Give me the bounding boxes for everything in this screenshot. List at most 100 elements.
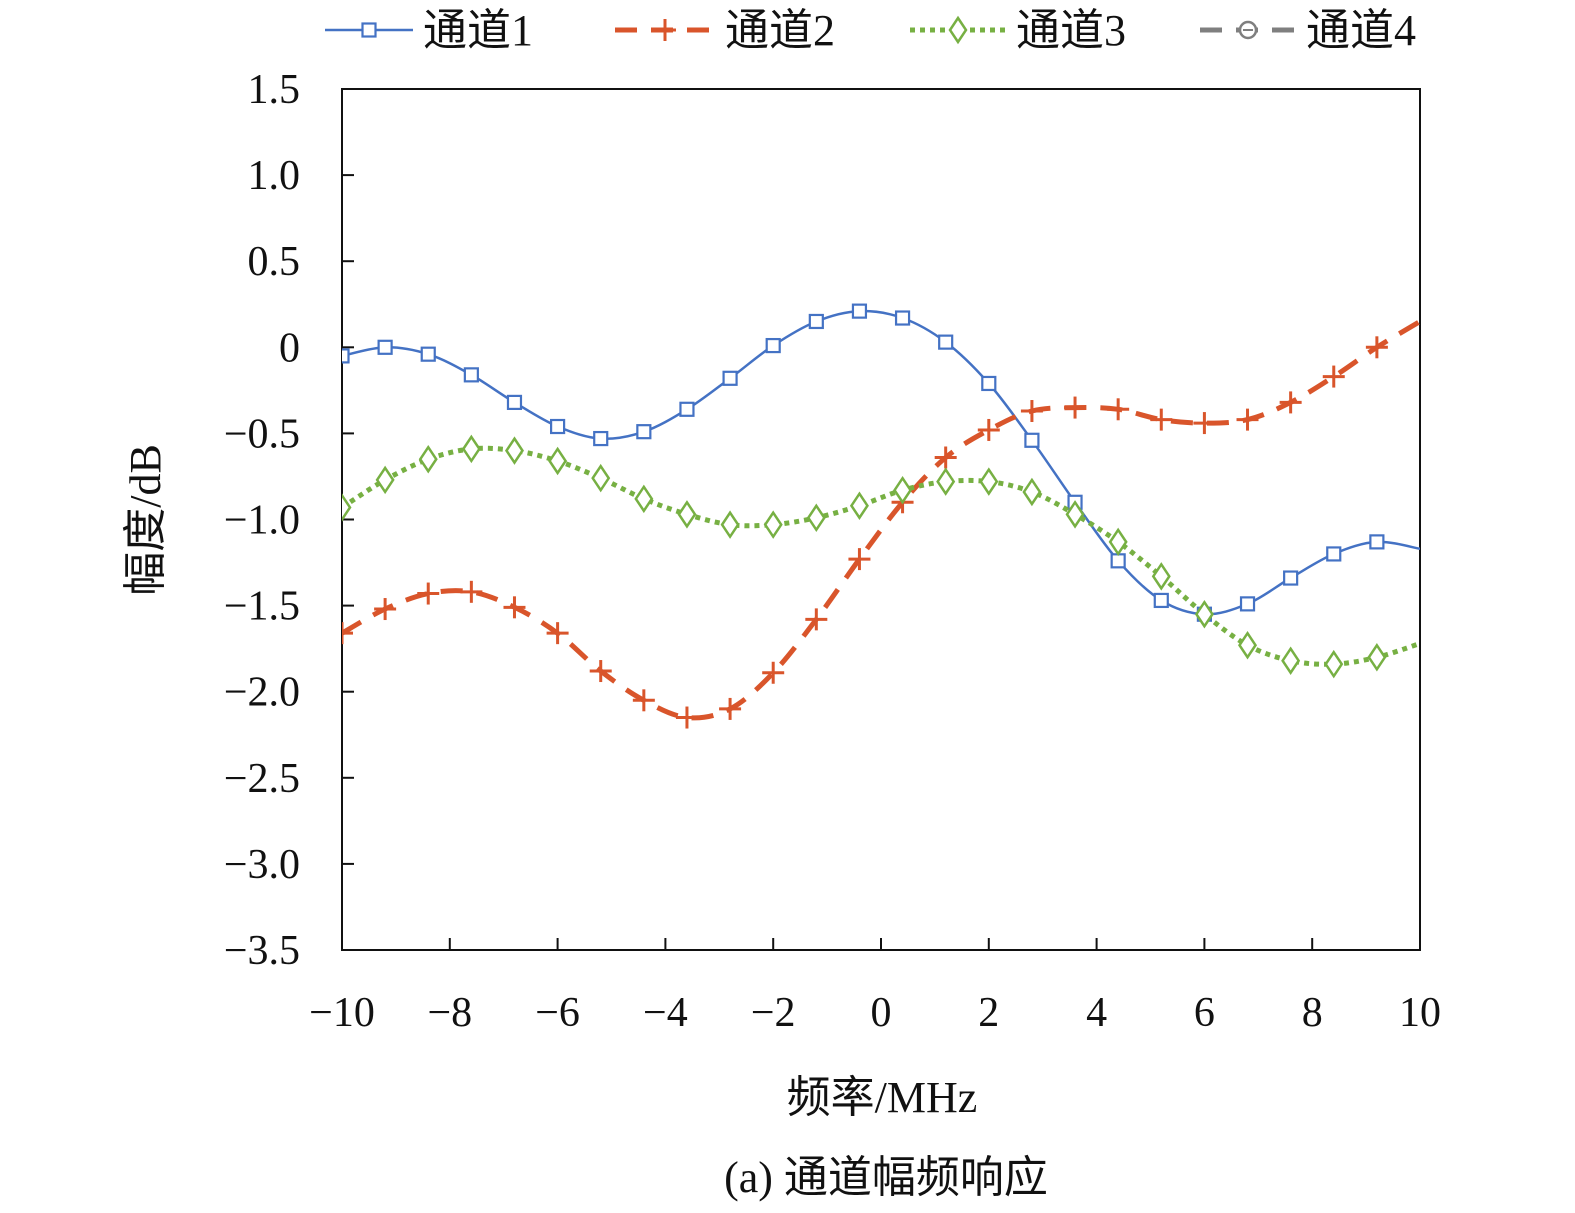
data-point [463,367,479,383]
y-axis-title: 幅度/dB [121,444,170,596]
data-point [1326,546,1342,562]
data-point [934,446,957,469]
legend-label: 通道3 [1016,6,1126,55]
data-point [374,598,397,621]
legend-label: 通道1 [423,6,533,55]
data-point [634,484,654,514]
data-point [1022,477,1042,507]
data-point [1365,336,1388,359]
data-point [1020,400,1043,423]
y-tick-label: 0 [279,325,300,371]
data-point [851,303,868,319]
series-line-2 [342,319,1420,721]
data-point [546,622,569,645]
x-tick-label: −4 [643,990,688,1036]
x-tick-label: −10 [309,990,375,1036]
data-point [936,467,956,496]
data-point [981,375,997,392]
series-layer [342,303,1420,729]
data-point [677,500,697,529]
x-tick-label: 10 [1399,990,1441,1036]
data-point [1108,527,1128,557]
data-point [977,418,1000,441]
y-axis: 1.5 1.0 0.5 0 −0.5 −1.0 −1.5 −2.0 −2.5 −3.0 −3.5 [224,67,354,974]
data-point [720,510,740,539]
data-point [1065,500,1085,529]
data-point [1153,592,1169,609]
data-point [1281,646,1301,675]
data-point [893,475,913,505]
legend-marker [1238,20,1258,40]
legend-item-2: 通道2 [615,6,835,55]
data-point [375,465,395,495]
x-tick-label: 0 [871,990,892,1036]
data-point [548,446,568,476]
data-point [1322,365,1345,388]
data-point [1236,408,1259,431]
data-point [593,430,609,447]
legend-item-1: 通道1 [325,6,533,55]
series-2 [342,319,1420,729]
data-point [762,661,785,684]
legend: 通道1 通道2 通道3 通道4 [325,6,1416,55]
y-tick-label: −0.5 [224,411,300,457]
data-point [636,424,652,440]
data-point [1238,630,1258,660]
data-point [938,334,954,350]
data-point [1024,432,1040,448]
data-point [1239,596,1256,612]
data-point [417,582,440,605]
data-point [342,493,352,522]
data-point [461,434,481,464]
data-point [1107,398,1130,421]
data-point [1279,391,1302,414]
data-point [342,348,350,364]
data-point [420,346,436,362]
data-point [1369,534,1385,550]
x-tick-label: 2 [978,990,999,1036]
legend-label: 通道4 [1306,6,1416,55]
data-point [1324,649,1344,679]
legend-marker [654,19,676,41]
legend-marker [361,22,377,38]
series-3 [342,434,1420,679]
plot-frame [341,88,1421,951]
series-line-1 [342,309,1420,616]
y-tick-label: 1.5 [248,67,301,113]
x-tick-label: −6 [535,990,580,1036]
data-point [342,622,353,645]
y-tick-label: −2.5 [224,756,300,802]
legend-item-4: 通道4 [1200,6,1416,55]
data-point [632,689,655,712]
y-tick-label: −1.0 [224,498,300,544]
data-point [849,491,869,520]
y-tick-label: −3.5 [224,928,300,974]
data-point [591,463,611,493]
data-point [1064,396,1087,419]
data-point [719,697,742,720]
data-point [1150,408,1173,431]
series-line-3 [342,445,1420,667]
data-point [1194,599,1214,629]
data-point [549,418,566,435]
data-point [722,370,738,386]
data-point [1367,643,1387,672]
data-point [1151,562,1171,591]
legend-marker [948,15,968,45]
data-point [808,313,824,330]
y-tick-label: 0.5 [248,239,301,285]
data-point [1193,412,1216,435]
data-point [979,467,999,496]
series-1 [342,303,1420,622]
x-axis: −10 −8 −6 −4 −2 0 2 4 6 8 10 [309,938,1441,1036]
legend-item-3: 通道3 [910,6,1126,55]
data-point [418,444,438,474]
data-point [763,510,783,539]
data-point [377,339,393,355]
x-axis-title: 频率/MHz [787,1073,978,1122]
data-point [848,548,871,571]
data-point [894,310,911,326]
data-point [504,436,524,465]
data-point [460,580,483,603]
y-tick-label: 1.0 [248,153,301,199]
